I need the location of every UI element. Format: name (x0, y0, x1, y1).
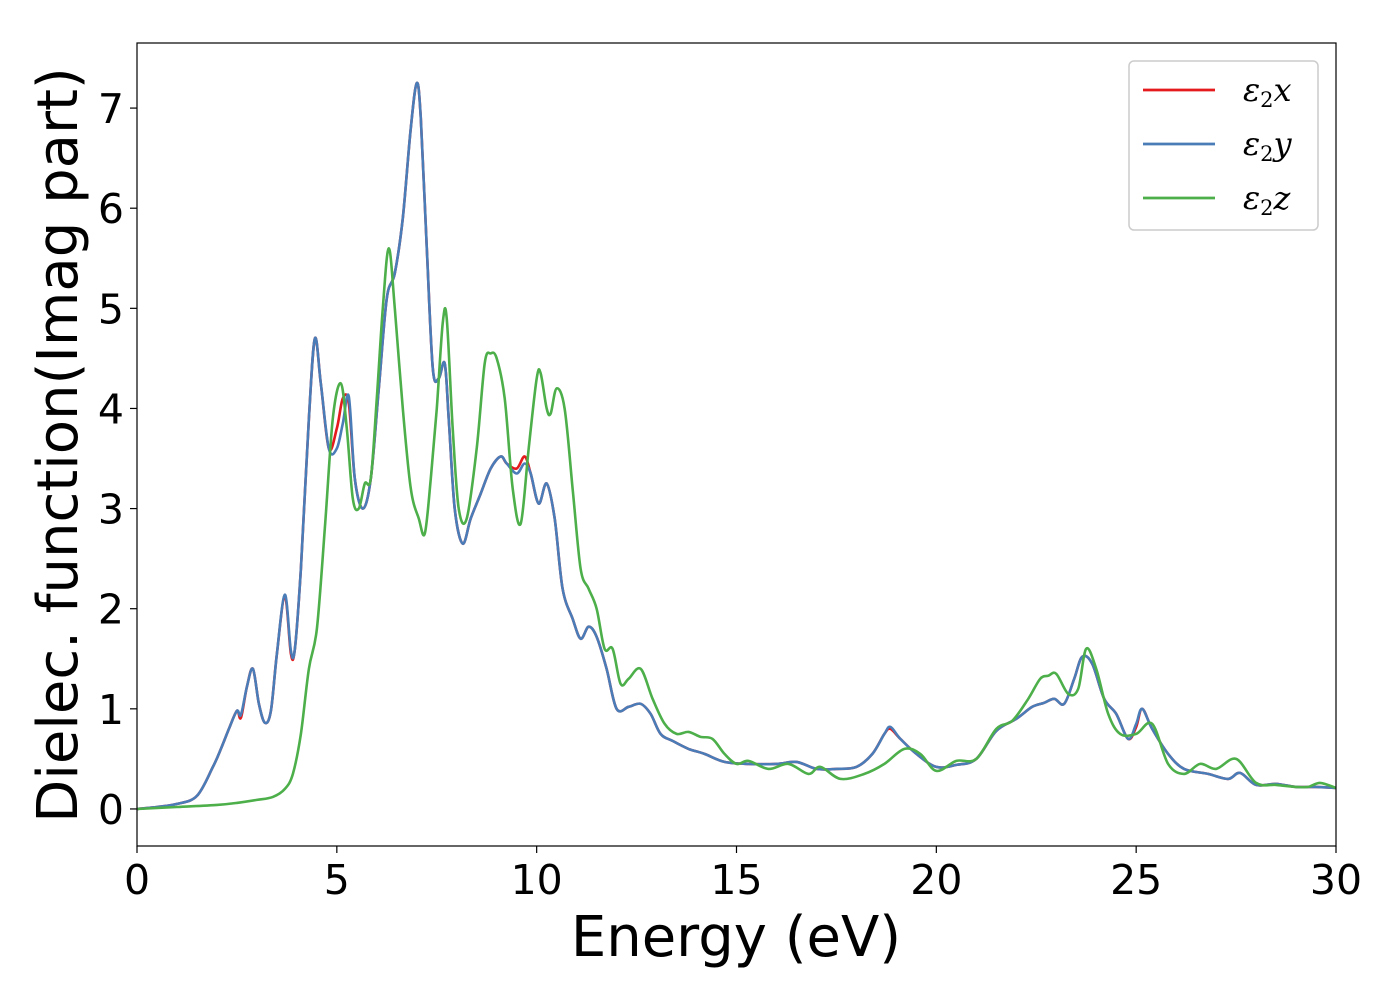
series-line-3 (137, 247, 1336, 811)
y-tick-label: 7 (98, 85, 124, 133)
x-tick-label: 25 (1110, 856, 1162, 904)
legend: ε2x ε2y ε2z (1128, 60, 1319, 231)
x-axis-title: Energy (eV) (571, 905, 901, 970)
y-tick-label: 0 (98, 786, 124, 834)
legend-box (1128, 60, 1319, 231)
y-tick-label: 1 (98, 686, 124, 734)
x-tick-label: 30 (1310, 856, 1362, 904)
legend-label-3: ε2z (1243, 179, 1292, 220)
x-axis: 0 5 10 15 20 25 30 (124, 846, 1362, 904)
y-axis: 0 1 2 3 4 5 6 7 (98, 85, 137, 834)
x-tick-label: 5 (324, 856, 350, 904)
x-tick-label: 10 (511, 856, 563, 904)
x-tick-label: 15 (710, 856, 762, 904)
y-tick-label: 5 (98, 285, 124, 333)
y-tick-label: 2 (98, 586, 124, 634)
y-tick-label: 6 (98, 185, 124, 233)
series-layer (137, 81, 1336, 811)
y-axis-title: Dielec. function(Imag part) (26, 67, 91, 823)
y-tick-label: 3 (98, 486, 124, 534)
x-tick-label: 0 (124, 856, 150, 904)
legend-label-1: ε2x (1243, 71, 1292, 112)
x-tick-label: 20 (910, 856, 962, 904)
legend-label-2: ε2y (1243, 125, 1293, 166)
series-line-2 (137, 81, 1336, 811)
y-tick-label: 4 (98, 385, 124, 433)
